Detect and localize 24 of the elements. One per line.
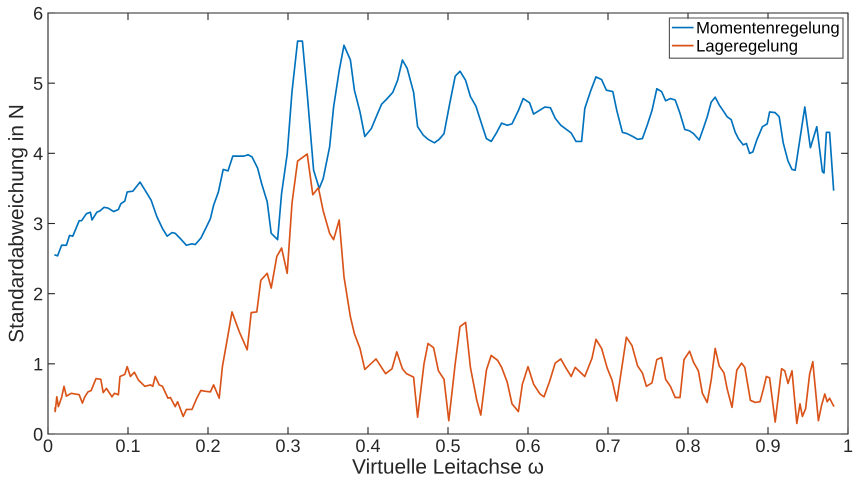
legend-label: Momentenregelung: [697, 21, 839, 37]
x-tick-label: 0.2: [196, 439, 220, 452]
line-series: [54, 40, 834, 257]
y-tick-label: 1: [34, 358, 42, 370]
x-tick-label: 0.4: [356, 439, 380, 452]
y-tick-label: 5: [34, 77, 42, 90]
x-tick-label: 0.1: [116, 439, 140, 452]
line-series: [54, 153, 834, 424]
legend-label: Lageregelung: [697, 39, 797, 55]
x-tick-label: 0: [44, 439, 52, 452]
x-tick-label: 0.8: [676, 439, 700, 452]
x-tick-label: 0.9: [756, 439, 780, 452]
x-tick-label: 1: [844, 440, 852, 452]
y-tick-label: 3: [34, 217, 42, 230]
y-axis-title: Standardabweichung in N: [8, 106, 28, 342]
x-tick-label: 0.7: [596, 439, 620, 452]
x-tick-label: 0.6: [516, 439, 540, 452]
y-tick-label: 4: [34, 147, 43, 160]
x-tick-label: 0.5: [436, 439, 460, 452]
y-tick-label: 2: [34, 288, 42, 300]
y-tick-label: 6: [34, 6, 42, 20]
x-axis-title: Virtuelle Leitachse ω: [352, 458, 544, 474]
y-tick-label: 0: [34, 428, 42, 441]
x-tick-label: 0.3: [276, 439, 300, 452]
